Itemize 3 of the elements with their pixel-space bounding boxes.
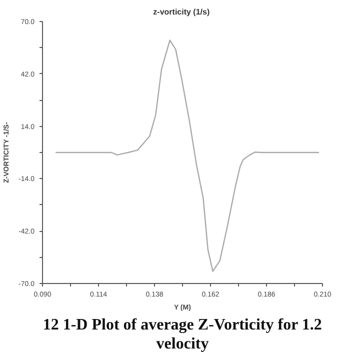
text: 12 1-D Plot of average Z-Vorticity for 1.2 velocity xyxy=(42,316,322,352)
chart-title: z-vorticity (1/s) xyxy=(153,8,210,16)
line-series xyxy=(54,40,320,272)
